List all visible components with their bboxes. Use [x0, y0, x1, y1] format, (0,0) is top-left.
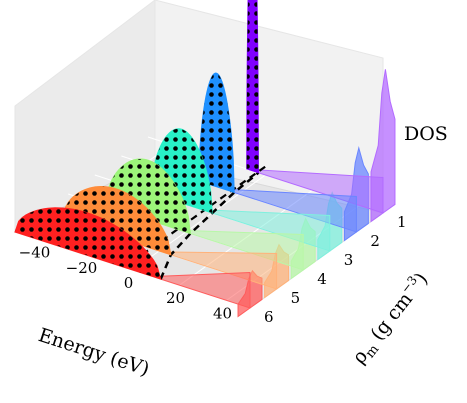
y-tick-label-2: 3 [344, 251, 354, 269]
y-tick-label-5: 6 [264, 308, 274, 326]
x-tick-label-3: 20 [166, 289, 185, 307]
band-dots-4 [105, 158, 191, 234]
band-dots-1 [246, 0, 259, 173]
x-tick-label-4: 40 [213, 304, 232, 322]
band-dots-6 [15, 207, 161, 280]
x-axis-label: Energy (eV) [36, 324, 152, 381]
y-tick-label-3: 4 [317, 270, 327, 288]
x-tick-label-0: −40 [19, 244, 51, 262]
x-tick-label-2: 0 [124, 274, 134, 292]
y-axis-label: ρm (g cm−3) [346, 267, 434, 369]
y-tick-label-4: 5 [291, 289, 301, 307]
x-tick-label-1: −20 [66, 259, 98, 277]
y-axis-label-units: (g cm [363, 288, 417, 349]
z-axis-label: DOS [404, 123, 448, 145]
band-dots-2 [198, 73, 235, 193]
y-tick-label-1: 2 [370, 232, 380, 250]
band-dots-5 [62, 186, 171, 255]
band-layer [14, 0, 259, 280]
x-tick-labels: −40 −20 0 20 40 [19, 244, 232, 323]
y-tick-label-0: 1 [397, 213, 407, 231]
fermi-line [159, 171, 260, 280]
